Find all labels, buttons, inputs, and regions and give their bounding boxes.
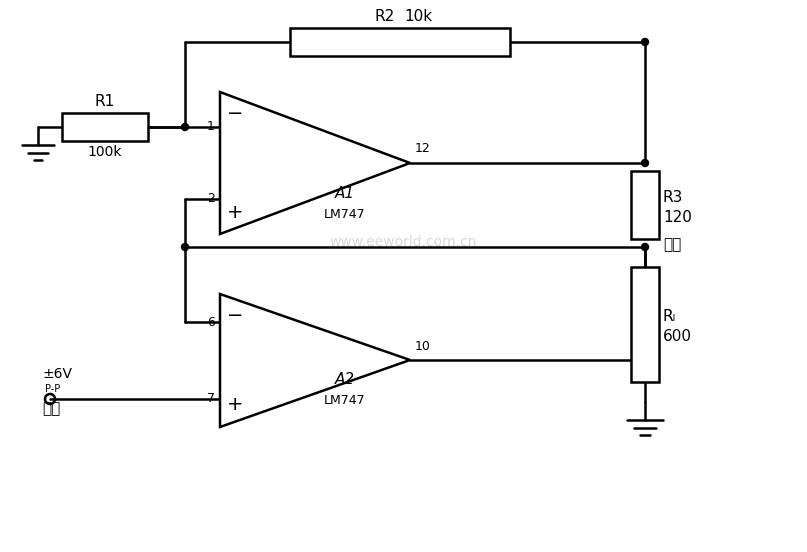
Text: −: − — [227, 306, 243, 326]
Polygon shape — [220, 92, 410, 234]
Text: 600: 600 — [663, 329, 692, 344]
Circle shape — [642, 243, 649, 251]
Text: 12: 12 — [415, 142, 431, 156]
Circle shape — [642, 160, 649, 167]
Text: 7: 7 — [207, 392, 215, 406]
Bar — [631, 267, 659, 382]
Circle shape — [182, 243, 189, 251]
Text: 120: 120 — [663, 210, 692, 225]
Circle shape — [642, 39, 649, 45]
Text: +: + — [227, 395, 243, 415]
Circle shape — [182, 124, 189, 130]
Text: R3: R3 — [663, 189, 684, 204]
Text: LM747: LM747 — [324, 208, 366, 220]
Text: 6: 6 — [207, 316, 215, 328]
Text: −: − — [227, 104, 243, 124]
Polygon shape — [220, 294, 410, 427]
Bar — [62, 113, 148, 141]
Text: 输出: 输出 — [663, 237, 681, 252]
Text: Rₗ: Rₗ — [663, 309, 676, 324]
Text: 1: 1 — [207, 120, 215, 134]
Text: www.eeworld.com.cn: www.eeworld.com.cn — [329, 235, 477, 249]
Text: R2: R2 — [375, 9, 395, 24]
Text: 输入: 输入 — [42, 401, 61, 417]
Bar — [631, 171, 659, 239]
Bar — [290, 28, 510, 56]
Text: +: + — [227, 203, 243, 221]
Text: A2: A2 — [335, 373, 355, 388]
Text: 10k: 10k — [404, 9, 432, 24]
Text: ±6V: ±6V — [42, 367, 72, 381]
Text: 10: 10 — [415, 339, 431, 353]
Text: P-P: P-P — [45, 384, 61, 394]
Text: A1: A1 — [335, 187, 355, 201]
Text: LM747: LM747 — [324, 394, 366, 406]
Text: 100k: 100k — [88, 145, 122, 159]
Text: R1: R1 — [95, 94, 115, 109]
Text: 2: 2 — [207, 193, 215, 205]
